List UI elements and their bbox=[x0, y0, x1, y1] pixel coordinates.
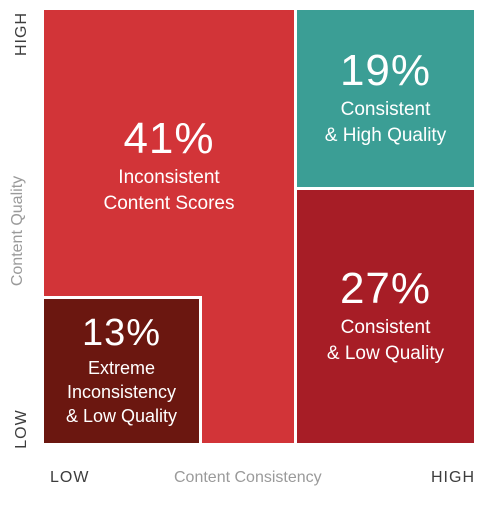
segment-label: Consistent & Low Quality bbox=[326, 316, 445, 364]
y-axis-low-label: LOW bbox=[13, 409, 30, 449]
segment-label: Inconsistent Content Scores bbox=[103, 166, 235, 214]
x-axis-title: Content Consistency bbox=[174, 469, 322, 486]
segment-label: Extreme Inconsistency & Low Quality bbox=[65, 358, 178, 426]
segment-value: 27% bbox=[339, 263, 432, 313]
segment-value: 41% bbox=[123, 113, 215, 163]
x-axis-high-label: HIGH bbox=[431, 469, 475, 486]
y-axis-high-label: HIGH bbox=[13, 12, 30, 56]
segment-extreme-inconsistency: 13% Extreme Inconsistency & Low Quality bbox=[44, 296, 202, 443]
segment-consistent-low-quality: 27% Consistent & Low Quality bbox=[297, 190, 474, 443]
y-axis-title: Content Quality bbox=[9, 175, 26, 287]
segment-value: 19% bbox=[339, 45, 432, 95]
x-axis-low-label: LOW bbox=[50, 469, 90, 486]
segment-label: Consistent & High Quality bbox=[324, 98, 447, 146]
segment-value: 13% bbox=[81, 312, 162, 354]
segment-consistent-high-quality: 19% Consistent & High Quality bbox=[297, 10, 474, 187]
